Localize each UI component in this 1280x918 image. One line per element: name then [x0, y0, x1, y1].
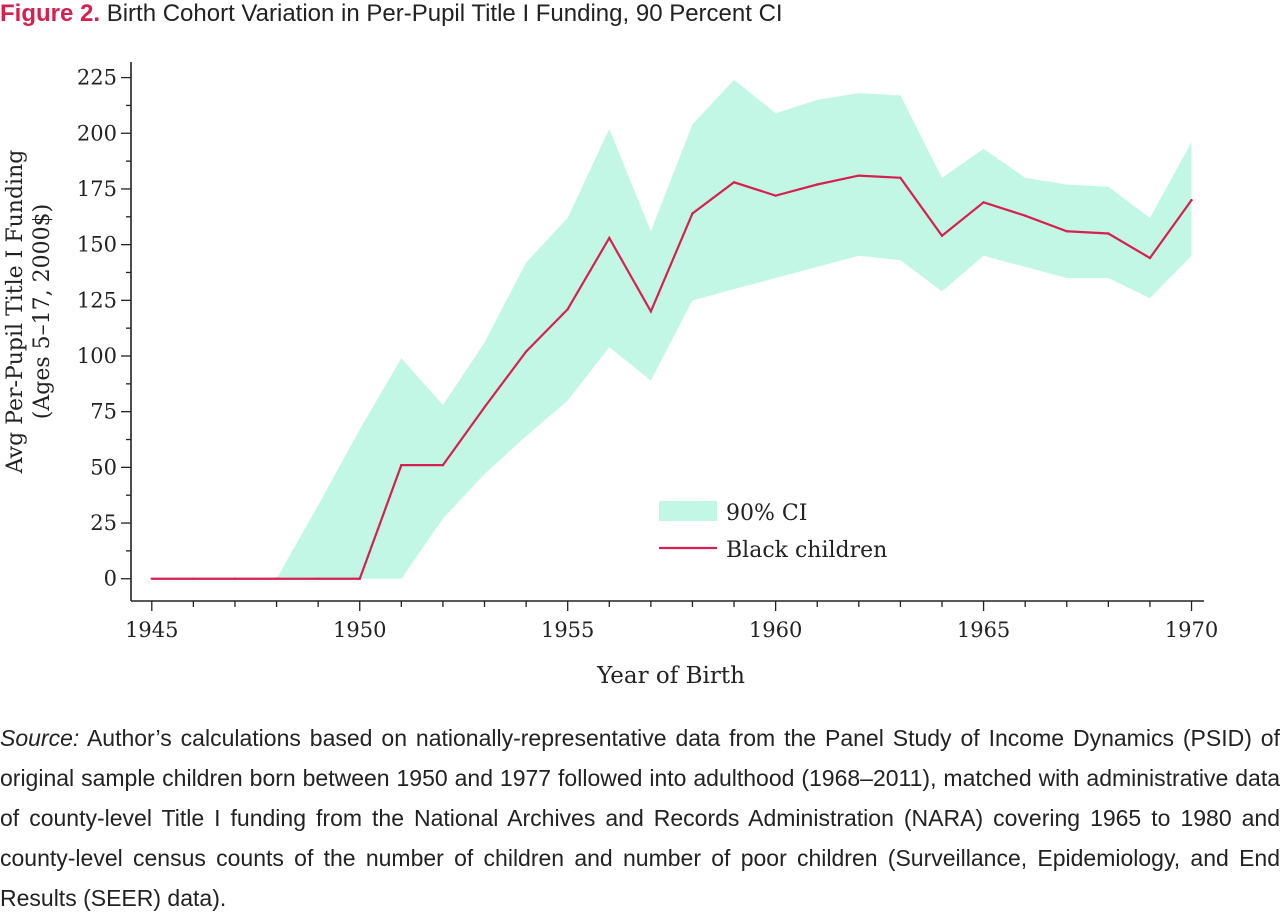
axes: 0 25 50 75 100 125 150 175 200 225 1945 1950 1955 196…: [77, 62, 1218, 642]
data-point: [649, 310, 653, 313]
data-point: [316, 577, 320, 580]
y-tick-label: 100: [77, 344, 117, 368]
y-tick-label: 0: [104, 567, 117, 591]
x-tick-label: 1965: [957, 618, 1010, 642]
data-point: [233, 577, 237, 580]
source-text: Author’s calculations based on nationall…: [0, 725, 1280, 911]
figure-title-text: Birth Cohort Variation in Per-Pupil Titl…: [106, 0, 783, 27]
data-point: [940, 234, 944, 237]
data-point: [483, 406, 486, 409]
data-point: [1148, 256, 1152, 260]
y-tick-label: 50: [90, 455, 117, 479]
data-point: [1190, 198, 1193, 202]
legend-label-ci: 90% CI: [726, 501, 807, 526]
data-point: [608, 236, 611, 240]
y-tick-label: 150: [77, 233, 117, 257]
y-axis-title-line: Avg Per-Pupil Title I Funding: [3, 150, 28, 475]
data-point: [982, 201, 985, 204]
y-tick-label: 225: [77, 66, 117, 90]
y-axis-title: Avg Per-Pupil Title I Funding (Ages 5–17,…: [3, 150, 55, 475]
data-point: [899, 176, 902, 180]
x-tick-label: 1950: [333, 618, 386, 642]
data-point: [150, 577, 153, 580]
chart: 0 25 50 75 100 125 150 175 200 225 1945 1950 1955 196…: [3, 62, 1218, 689]
legend-swatch-ci: [659, 501, 717, 521]
data-point: [400, 463, 403, 467]
x-tick-label: 1970: [1165, 618, 1218, 642]
data-point: [192, 577, 195, 580]
data-point: [774, 194, 777, 197]
x-tick-label: 1945: [125, 618, 178, 642]
ci-band: [151, 79, 1192, 579]
data-point: [275, 577, 278, 580]
y-tick-label: 75: [90, 400, 117, 424]
data-point: [441, 463, 445, 467]
y-axis-title-line: (Ages 5–17, 2000$): [30, 204, 55, 419]
x-axis-title: Year of Birth: [596, 663, 745, 689]
data-point: [1107, 232, 1110, 235]
data-point: [1065, 230, 1068, 233]
figure-title: Figure 2. Birth Cohort Variation in Per-…: [0, 0, 1280, 32]
x-tick-label: 1955: [541, 618, 594, 642]
data-point: [732, 181, 736, 184]
legend-label-line: Black children: [726, 538, 887, 563]
data-point: [524, 350, 528, 353]
y-tick-label: 175: [77, 177, 117, 201]
legend: 90% CI Black children: [659, 501, 887, 563]
y-tick-label: 125: [77, 288, 117, 312]
series-line: [151, 174, 1193, 580]
y-tick-label: 200: [77, 121, 117, 145]
y-tick-label: 25: [90, 511, 117, 535]
figure-label: Figure 2.: [0, 0, 101, 27]
data-point: [691, 212, 694, 215]
data-point: [566, 308, 569, 311]
source-label: Source:: [0, 725, 80, 751]
data-point: [857, 174, 861, 177]
ci-band-layer: [151, 79, 1192, 579]
data-point: [358, 577, 361, 580]
source-note: Source: Author’s calculations based on n…: [0, 718, 1280, 918]
x-tick-label: 1960: [749, 618, 802, 642]
series-line-layer: [150, 174, 1193, 580]
data-point: [816, 183, 819, 186]
data-point: [1023, 214, 1027, 217]
